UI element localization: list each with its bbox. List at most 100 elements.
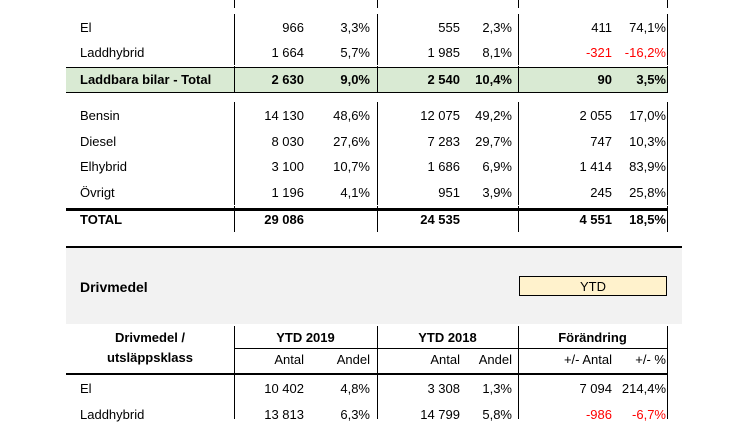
column-divider (377, 153, 378, 179)
andel-2018: 1,3% (482, 381, 512, 396)
row-label: El (80, 381, 92, 396)
column-divider (234, 0, 235, 8)
antal-2019: 3 100 (271, 159, 304, 174)
row-label: Diesel (80, 134, 117, 149)
subtotal-background (66, 68, 668, 92)
change-antal: 4 551 (579, 212, 612, 227)
antal-2019: 10 402 (264, 381, 304, 396)
change-percent: 17,0% (629, 108, 666, 123)
change-antal: 411 (591, 20, 612, 35)
andel-2019: 4,1% (340, 185, 370, 200)
row-label: Bensin (80, 108, 120, 123)
change-antal: 1 414 (579, 159, 612, 174)
column-divider (234, 128, 235, 154)
header-antal-2018: Antal (430, 352, 460, 367)
column-divider (234, 326, 235, 419)
section-title: Drivmedel (80, 279, 148, 295)
header-andel-2018: Andel (478, 352, 512, 367)
row-label: Laddhybrid (80, 45, 145, 60)
change-percent: 10,3% (629, 134, 666, 149)
andel-2018: 2,3% (482, 20, 512, 35)
header-utslappsklass: utsläppsklass (107, 350, 193, 365)
column-divider (667, 206, 668, 232)
antal-2019: 13 813 (264, 407, 304, 422)
row-label: TOTAL (80, 212, 123, 227)
column-divider (518, 128, 519, 154)
change-antal: -986 (585, 407, 612, 422)
change-antal: 245 (590, 185, 612, 200)
header-plus-antal: +/- Antal (563, 352, 612, 367)
antal-2018: 555 (438, 20, 460, 35)
column-divider (234, 14, 235, 40)
header-ytd2018: YTD 2018 (418, 330, 477, 345)
andel-2019: 6,3% (340, 407, 370, 422)
andel-2018: 5,8% (482, 407, 512, 422)
section-top-rule (66, 246, 682, 248)
change-percent: 74,1% (629, 20, 666, 35)
antal-2018: 951 (438, 185, 460, 200)
antal-2019: 1 664 (271, 45, 304, 60)
column-divider (518, 0, 519, 8)
antal-2018: 1 686 (427, 159, 460, 174)
column-divider (518, 326, 519, 419)
header-forandring: Förändring (558, 330, 627, 345)
antal-2019: 2 630 (271, 72, 304, 87)
column-divider (667, 153, 668, 179)
header-group-underline (234, 348, 667, 349)
antal-2018: 7 283 (427, 134, 460, 149)
andel-2019: 9,0% (340, 72, 370, 87)
antal-2018: 24 535 (420, 212, 460, 227)
andel-2019: 27,6% (333, 134, 370, 149)
change-percent: 18,5% (629, 212, 666, 227)
column-divider (377, 326, 378, 419)
change-antal: 2 055 (579, 108, 612, 123)
andel-2018: 3,9% (482, 185, 512, 200)
column-divider (377, 102, 378, 128)
andel-2019: 4,8% (340, 381, 370, 396)
andel-2018: 10,4% (475, 72, 512, 87)
column-divider (667, 179, 668, 205)
column-divider (518, 14, 519, 40)
header-antal-2019: Antal (274, 352, 304, 367)
column-divider (234, 102, 235, 128)
column-divider (518, 179, 519, 205)
column-divider (377, 66, 378, 92)
column-divider (667, 14, 668, 40)
antal-2019: 29 086 (264, 212, 304, 227)
change-antal: -321 (585, 45, 612, 60)
column-divider (518, 39, 519, 65)
header-plus-pct: +/- % (635, 352, 666, 367)
andel-2019: 3,3% (340, 20, 370, 35)
andel-2018: 29,7% (475, 134, 512, 149)
row-label: Laddbara bilar - Total (80, 72, 212, 87)
column-divider (667, 39, 668, 65)
period-selector[interactable]: YTD (519, 276, 667, 296)
column-divider (234, 206, 235, 232)
change-percent: 83,9% (629, 159, 666, 174)
andel-2018: 8,1% (482, 45, 512, 60)
change-percent: 3,5% (636, 72, 666, 87)
row-label: El (80, 20, 92, 35)
column-divider (518, 102, 519, 128)
column-divider (667, 0, 668, 8)
antal-2018: 14 799 (420, 407, 460, 422)
change-percent: -16,2% (624, 45, 666, 60)
change-percent: 214,4% (621, 381, 666, 396)
row-label: Övrigt (80, 185, 115, 200)
column-divider (234, 153, 235, 179)
total-top-border (66, 208, 668, 211)
column-divider (234, 39, 235, 65)
change-antal: 7 094 (579, 381, 612, 396)
antal-2019: 8 030 (271, 134, 304, 149)
column-divider (377, 0, 378, 8)
column-divider (667, 326, 668, 419)
column-divider (518, 153, 519, 179)
change-antal: 90 (597, 72, 612, 87)
column-divider (377, 14, 378, 40)
subtotal-bottom-border (66, 92, 668, 93)
column-divider (377, 39, 378, 65)
antal-2018: 2 540 (427, 72, 460, 87)
change-percent: 25,8% (629, 185, 666, 200)
column-divider (667, 128, 668, 154)
column-divider (234, 66, 235, 92)
